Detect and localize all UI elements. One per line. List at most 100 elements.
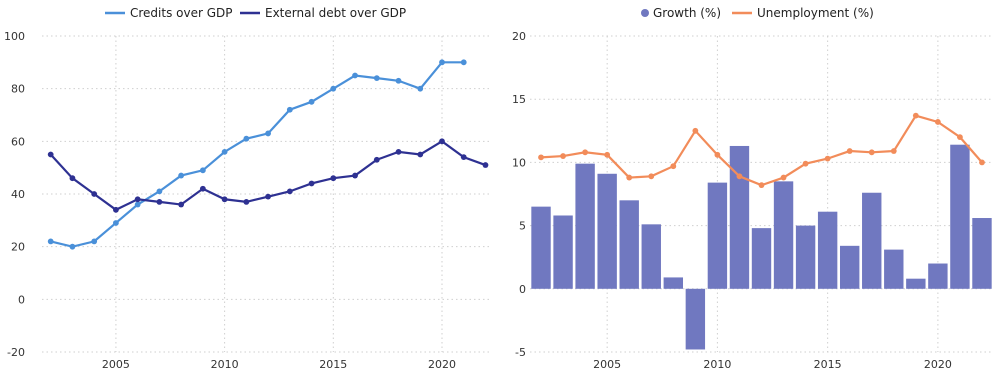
data-point [113, 206, 119, 213]
data-point [460, 59, 467, 66]
growth-bar [685, 288, 706, 350]
growth-bar [817, 211, 838, 289]
data-point [47, 151, 54, 158]
data-point [286, 106, 293, 113]
data-point [308, 98, 315, 105]
legend-label: Credits over GDP [130, 6, 233, 20]
y-tick-label: 5 [519, 220, 526, 233]
y-tick-label: 20 [512, 30, 526, 43]
data-point [243, 199, 250, 205]
growth-bar [619, 200, 639, 289]
growth-bar [906, 278, 926, 289]
y-tick-label: 0 [519, 283, 526, 296]
data-point [846, 148, 853, 154]
y-tick-label: 60 [11, 135, 25, 148]
data-point [113, 220, 119, 226]
y-tick-label: 10 [512, 156, 526, 169]
data-point [957, 134, 963, 141]
data-point [199, 167, 206, 174]
data-point [265, 130, 271, 137]
data-point [417, 85, 424, 92]
data-point [670, 163, 677, 170]
x-tick-label: 2010 [211, 358, 239, 371]
data-point [714, 151, 721, 158]
growth-bar [862, 192, 882, 289]
x-tick-label: 2015 [814, 358, 842, 371]
legend-label: Unemployment (%) [757, 6, 874, 20]
data-point [286, 188, 293, 195]
data-point [824, 155, 831, 162]
growth-bar [751, 228, 772, 289]
data-point [626, 174, 633, 181]
data-point [178, 201, 185, 208]
data-point [648, 173, 655, 180]
growth-bar [707, 182, 728, 289]
legend-marker-growth [641, 9, 649, 17]
y-tick-label: 0 [18, 293, 25, 306]
growth-bar [575, 163, 595, 289]
x-tick-label: 2010 [703, 358, 731, 371]
data-point [91, 191, 98, 197]
data-point [395, 77, 402, 84]
x-tick-label: 2015 [319, 358, 347, 371]
data-point [417, 151, 424, 158]
growth-bar [928, 263, 948, 289]
data-point [780, 174, 787, 181]
data-point [934, 119, 941, 125]
data-point [373, 156, 380, 163]
data-point [736, 173, 743, 180]
data-point [134, 201, 141, 208]
data-point [156, 199, 163, 205]
y-tick-label: 80 [11, 83, 25, 96]
data-point [395, 148, 402, 155]
data-point [538, 154, 544, 161]
data-point [199, 185, 206, 192]
data-point [352, 172, 358, 179]
data-point [890, 148, 897, 154]
data-point [308, 180, 315, 187]
growth-bar [641, 224, 661, 289]
data-point [482, 162, 489, 168]
data-point [69, 175, 76, 182]
data-point [330, 85, 337, 92]
data-point [373, 75, 380, 82]
data-point [692, 127, 699, 134]
data-point [134, 196, 141, 203]
data-point [439, 138, 445, 145]
series-line-1 [50, 61, 464, 248]
growth-bar [839, 245, 860, 289]
growth-bar [531, 206, 551, 289]
data-point [802, 160, 809, 167]
data-point [221, 196, 228, 203]
growth-bar [729, 145, 750, 289]
data-point [352, 72, 358, 79]
data-point [330, 175, 337, 182]
growth-bar [663, 277, 684, 289]
data-point [243, 135, 250, 142]
growth-bar [795, 225, 816, 289]
growth-bar [553, 215, 573, 289]
data-point [758, 182, 765, 189]
growth-bar [950, 144, 970, 289]
y-tick-label: -20 [7, 346, 25, 359]
y-tick-label: -5 [515, 346, 526, 359]
data-point [265, 193, 271, 200]
x-tick-label: 2020 [924, 358, 952, 371]
y-tick-label: 100 [4, 30, 25, 43]
data-point [178, 172, 185, 179]
legend-label: External debt over GDP [265, 6, 406, 20]
x-tick-label: 2005 [593, 358, 621, 371]
data-point [979, 159, 985, 166]
growth-bar [597, 173, 617, 289]
y-tick-label: 40 [11, 188, 25, 201]
data-point [221, 148, 228, 155]
x-tick-label: 2005 [102, 358, 130, 371]
growth-bar [884, 249, 904, 289]
data-point [560, 153, 566, 159]
x-tick-label: 2020 [428, 358, 456, 371]
data-point [91, 238, 98, 245]
data-point [604, 151, 611, 158]
data-point [912, 112, 919, 119]
